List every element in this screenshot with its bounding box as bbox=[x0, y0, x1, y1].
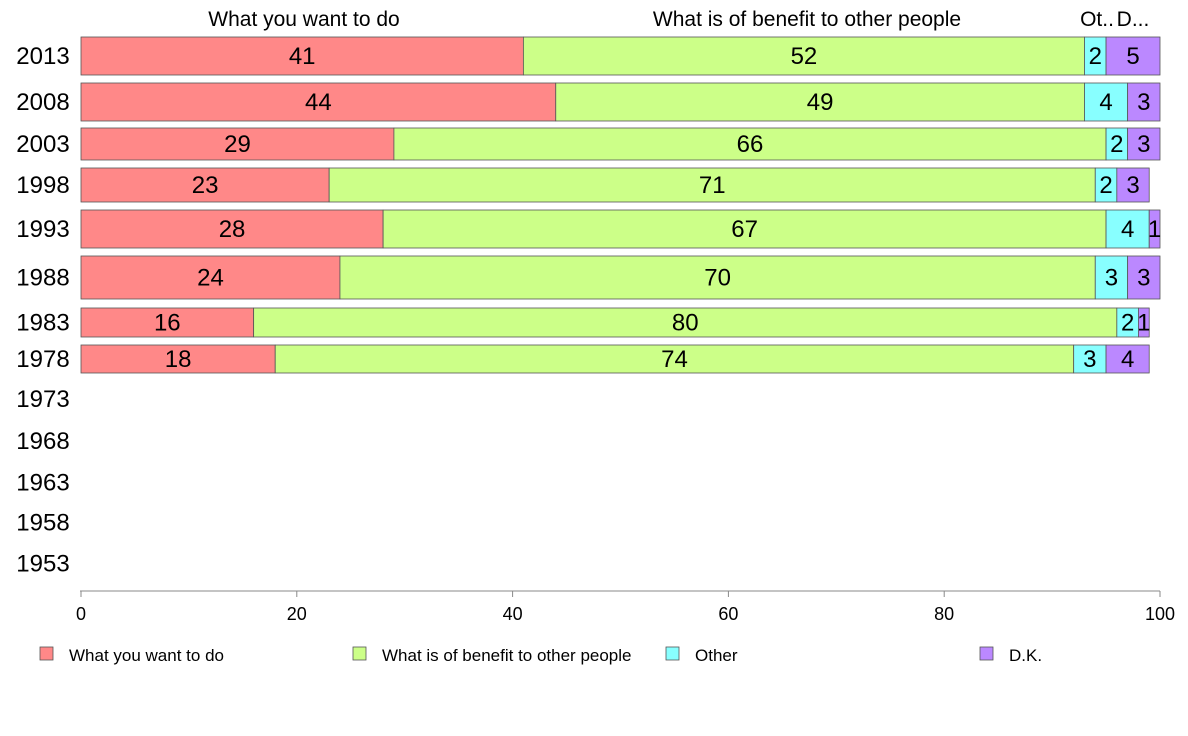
year-label-1998: 1998 bbox=[16, 172, 69, 199]
bar-segment-2008-s2 bbox=[1084, 82, 1129, 122]
data-label-1978-s0: 18 bbox=[165, 346, 192, 373]
legend-label-other: Other bbox=[695, 646, 738, 665]
bar-segment-2008-s3 bbox=[1127, 82, 1161, 122]
column-headers: What you want to do What is of benefit t… bbox=[208, 8, 1149, 31]
data-label-2008-s0: 44 bbox=[305, 89, 332, 116]
data-label-1993-s3: 1 bbox=[1148, 216, 1161, 243]
bar-segment-1993-s3 bbox=[1148, 209, 1161, 249]
data-label-1988-s3: 3 bbox=[1137, 265, 1150, 292]
data-label-1988-s0: 24 bbox=[197, 265, 224, 292]
year-label-2008: 2008 bbox=[16, 89, 69, 116]
data-label-1998-s3: 3 bbox=[1126, 172, 1139, 199]
year-label-1978: 1978 bbox=[16, 346, 69, 373]
year-label-1983: 1983 bbox=[16, 310, 69, 337]
legend-swatch-d-k bbox=[979, 646, 994, 661]
data-label-1998-s0: 23 bbox=[192, 172, 219, 199]
data-label-1978-s2: 3 bbox=[1083, 346, 1096, 373]
bar-segment-1993-s1 bbox=[382, 209, 1107, 249]
bar-segment-2008-s1 bbox=[555, 82, 1085, 122]
x-axis: 0 20 40 60 80 100 bbox=[76, 590, 1175, 624]
data-label-2008-s3: 3 bbox=[1137, 89, 1150, 116]
data-label-1993-s2: 4 bbox=[1121, 216, 1134, 243]
data-label-2003-s2: 2 bbox=[1110, 131, 1123, 158]
bar-segment-2008-s0 bbox=[80, 82, 557, 122]
data-label-1983-s3: 1 bbox=[1137, 310, 1150, 337]
x-tick-label-40: 40 bbox=[503, 604, 523, 624]
legend-swatch-what-you-want-to-do bbox=[39, 646, 54, 661]
data-label-2008-s1: 49 bbox=[807, 89, 834, 116]
data-label-1993-s1: 67 bbox=[731, 216, 758, 243]
column-header-benefit: What is of benefit to other people bbox=[653, 8, 961, 31]
year-label-1963: 1963 bbox=[16, 470, 69, 497]
column-header-dk: D... bbox=[1117, 8, 1150, 31]
legend-label-what-is-of-benefit-to-other-people: What is of benefit to other people bbox=[382, 646, 632, 665]
column-header-want: What you want to do bbox=[208, 8, 399, 31]
bar-segment-1993-s2 bbox=[1105, 209, 1150, 249]
bar-segment-1978-s1 bbox=[274, 344, 1075, 374]
bar-segment-1978-s3 bbox=[1105, 344, 1150, 374]
year-label-1973: 1973 bbox=[16, 386, 69, 413]
data-label-1983-s1: 80 bbox=[672, 310, 699, 337]
year-label-1968: 1968 bbox=[16, 428, 69, 455]
bar-segment-2013-s3 bbox=[1105, 36, 1161, 76]
bar-segment-2003-s3 bbox=[1127, 127, 1161, 161]
bar-segment-1998-s0 bbox=[80, 167, 330, 203]
bar-segment-2003-s0 bbox=[80, 127, 395, 161]
legend-swatch-what-is-of-benefit-to-other-people bbox=[352, 646, 367, 661]
data-label-1978-s3: 4 bbox=[1121, 346, 1134, 373]
x-tick-label-60: 60 bbox=[718, 604, 738, 624]
bar-segment-1978-s2 bbox=[1073, 344, 1107, 374]
year-label-1993: 1993 bbox=[16, 216, 69, 243]
year-label-2013: 2013 bbox=[16, 43, 69, 70]
data-label-2003-s3: 3 bbox=[1137, 131, 1150, 158]
x-tick-label-80: 80 bbox=[934, 604, 954, 624]
bar-segment-1978-s0 bbox=[80, 344, 276, 374]
data-label-2013-s0: 41 bbox=[289, 43, 316, 70]
data-label-1983-s0: 16 bbox=[154, 310, 181, 337]
x-tick-label-100: 100 bbox=[1145, 604, 1175, 624]
bar-segment-1998-s3 bbox=[1116, 167, 1150, 203]
data-label-1983-s2: 2 bbox=[1121, 310, 1134, 337]
data-label-2003-s1: 66 bbox=[737, 131, 764, 158]
bar-segment-1993-s0 bbox=[80, 209, 384, 249]
bar-segment-2013-s1 bbox=[522, 36, 1085, 76]
data-label-1998-s1: 71 bbox=[699, 172, 726, 199]
bar-segment-1983-s3 bbox=[1138, 307, 1150, 338]
bar-segment-2013-s0 bbox=[80, 36, 524, 76]
year-label-1988: 1988 bbox=[16, 265, 69, 292]
x-tick-label-20: 20 bbox=[287, 604, 307, 624]
bar-segment-2003-s1 bbox=[393, 127, 1107, 161]
data-label-2013-s3: 5 bbox=[1126, 43, 1139, 70]
bar-segment-1983-s1 bbox=[253, 307, 1118, 338]
legend-swatch-other bbox=[665, 646, 680, 661]
bar-segment-1998-s1 bbox=[328, 167, 1096, 203]
bar-segment-1988-s3 bbox=[1127, 255, 1161, 300]
legend-label-d-k: D.K. bbox=[1009, 646, 1042, 665]
data-label-1998-s2: 2 bbox=[1099, 172, 1112, 199]
year-label-1953: 1953 bbox=[16, 551, 69, 578]
legend: What you want to do What is of benefit to… bbox=[39, 646, 1042, 665]
data-label-2013-s2: 2 bbox=[1089, 43, 1102, 70]
x-tick-label-0: 0 bbox=[76, 604, 86, 624]
bar-segment-1983-s0 bbox=[80, 307, 255, 338]
data-label-1993-s0: 28 bbox=[219, 216, 246, 243]
data-label-1988-s2: 3 bbox=[1105, 265, 1118, 292]
column-header-other: Ot.. bbox=[1080, 8, 1114, 31]
data-label-2003-s0: 29 bbox=[224, 131, 251, 158]
year-label-2003: 2003 bbox=[16, 131, 69, 158]
bar-segment-1988-s2 bbox=[1094, 255, 1129, 300]
year-labels: 2013 2008 2003 1998 1993 1988 1983 1978 1973 1968… bbox=[16, 43, 69, 578]
bars: 41 52 2 544 49 4 329 66 2 323 71 2 328 67 4 124 70 3 316 80… bbox=[80, 36, 1161, 374]
data-label-1988-s1: 70 bbox=[704, 265, 731, 292]
data-label-2008-s2: 4 bbox=[1099, 89, 1112, 116]
data-label-2013-s1: 52 bbox=[791, 43, 818, 70]
legend-label-what-you-want-to-do: What you want to do bbox=[69, 646, 224, 665]
year-label-1958: 1958 bbox=[16, 510, 69, 537]
bar-segment-1988-s1 bbox=[339, 255, 1096, 300]
data-label-1978-s1: 74 bbox=[661, 346, 688, 373]
